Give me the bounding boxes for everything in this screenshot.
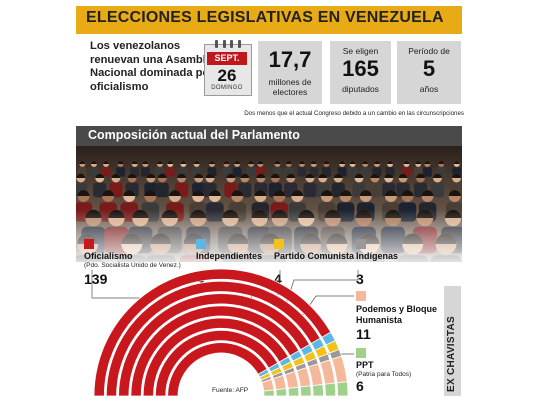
legend-name-ppt: PPT [356,360,374,370]
intro-text: Los venezolanos renuevan una Asamblea Na… [90,40,227,93]
seat-block-ppt [299,385,312,397]
seat-block-podemos [296,367,312,388]
stat-electores-value: 17,7 [268,47,312,72]
legend-sub-ppt: (Patria para Todos) [356,371,412,378]
legend-name-podemos: Podemos y Bloque Humanista [356,304,438,325]
legend-seats-indigenas: 3 [356,271,364,287]
calendar-day: 26 [217,66,237,85]
stat-periodo-value: 5 [422,56,436,81]
seat-block-ppt [312,384,324,397]
legend-seats-podemos: 11 [356,326,371,342]
leader-line-oficialismo [91,270,146,299]
seat-block-podemos [307,363,324,387]
stat-diputados-value: 165 [342,56,379,81]
composition-bar [76,126,462,146]
calendar-rings-icon [215,40,241,48]
seat-block-ppt [263,389,275,397]
parliament-hemicycle [91,268,359,397]
seat-block-ppt [336,381,349,397]
parliament-photo-image [76,146,462,262]
legend-swatch-independientes [196,239,206,249]
stat-periodo: Período de 5 años [397,41,461,104]
legend-seats-oficialismo: 139 [84,271,108,287]
stat-electores: 17,7 millones de electores [258,41,322,104]
seat-block-ppt [287,386,300,397]
composition-title: Composición actual del Parlamento [88,128,300,142]
legend-swatch-ppt [356,348,366,358]
stat-periodo-top-label: Período de [408,46,450,56]
seat-block-ppt [324,382,337,397]
stat-diputados-label: diputados [342,84,379,94]
legend-name-comunista: Partido Comunista [274,251,355,261]
ex-chavistas-label: EX CHAVISTAS [446,315,457,392]
seat-block-ppt [275,388,287,397]
ex-chavistas-bar [444,286,461,396]
legend-swatch-podemos [356,291,366,301]
parliament-photo [76,146,462,262]
stat-electores-label: millones de electores [268,77,312,97]
legend-seats-comunista: 4 [274,271,282,287]
legend-name-oficialismo: Oficialismo [84,251,133,261]
legend-swatch-comunista [274,239,284,249]
legend-name-indigenas: Indígenas [356,251,399,261]
legend-sub-oficialismo: (Pdo. Socialista Unido de Venez.) [84,262,181,269]
legend-swatch-indigenas [356,239,366,249]
stat-diputados-top-label: Se eligen [342,46,379,56]
seat-block-podemos [284,371,299,389]
legend-seats-ppt: 6 [356,378,364,394]
footnote: Dos menos que el actual Congreso debido … [244,110,464,117]
title-bar [76,6,462,34]
legend-swatch-oficialismo [84,239,94,249]
legend-name-independientes: Independientes [196,251,263,261]
stat-diputados: Se eligen 165 diputados [330,41,391,104]
page-title: ELECCIONES LEGISLATIVAS EN VENEZUELA [86,9,444,26]
source-note: Fuente: AFP [212,387,249,394]
stat-periodo-label: años [419,84,439,94]
calendar-weekday: DOMINGO [211,85,243,91]
calendar-month: SEPT. [207,52,247,65]
